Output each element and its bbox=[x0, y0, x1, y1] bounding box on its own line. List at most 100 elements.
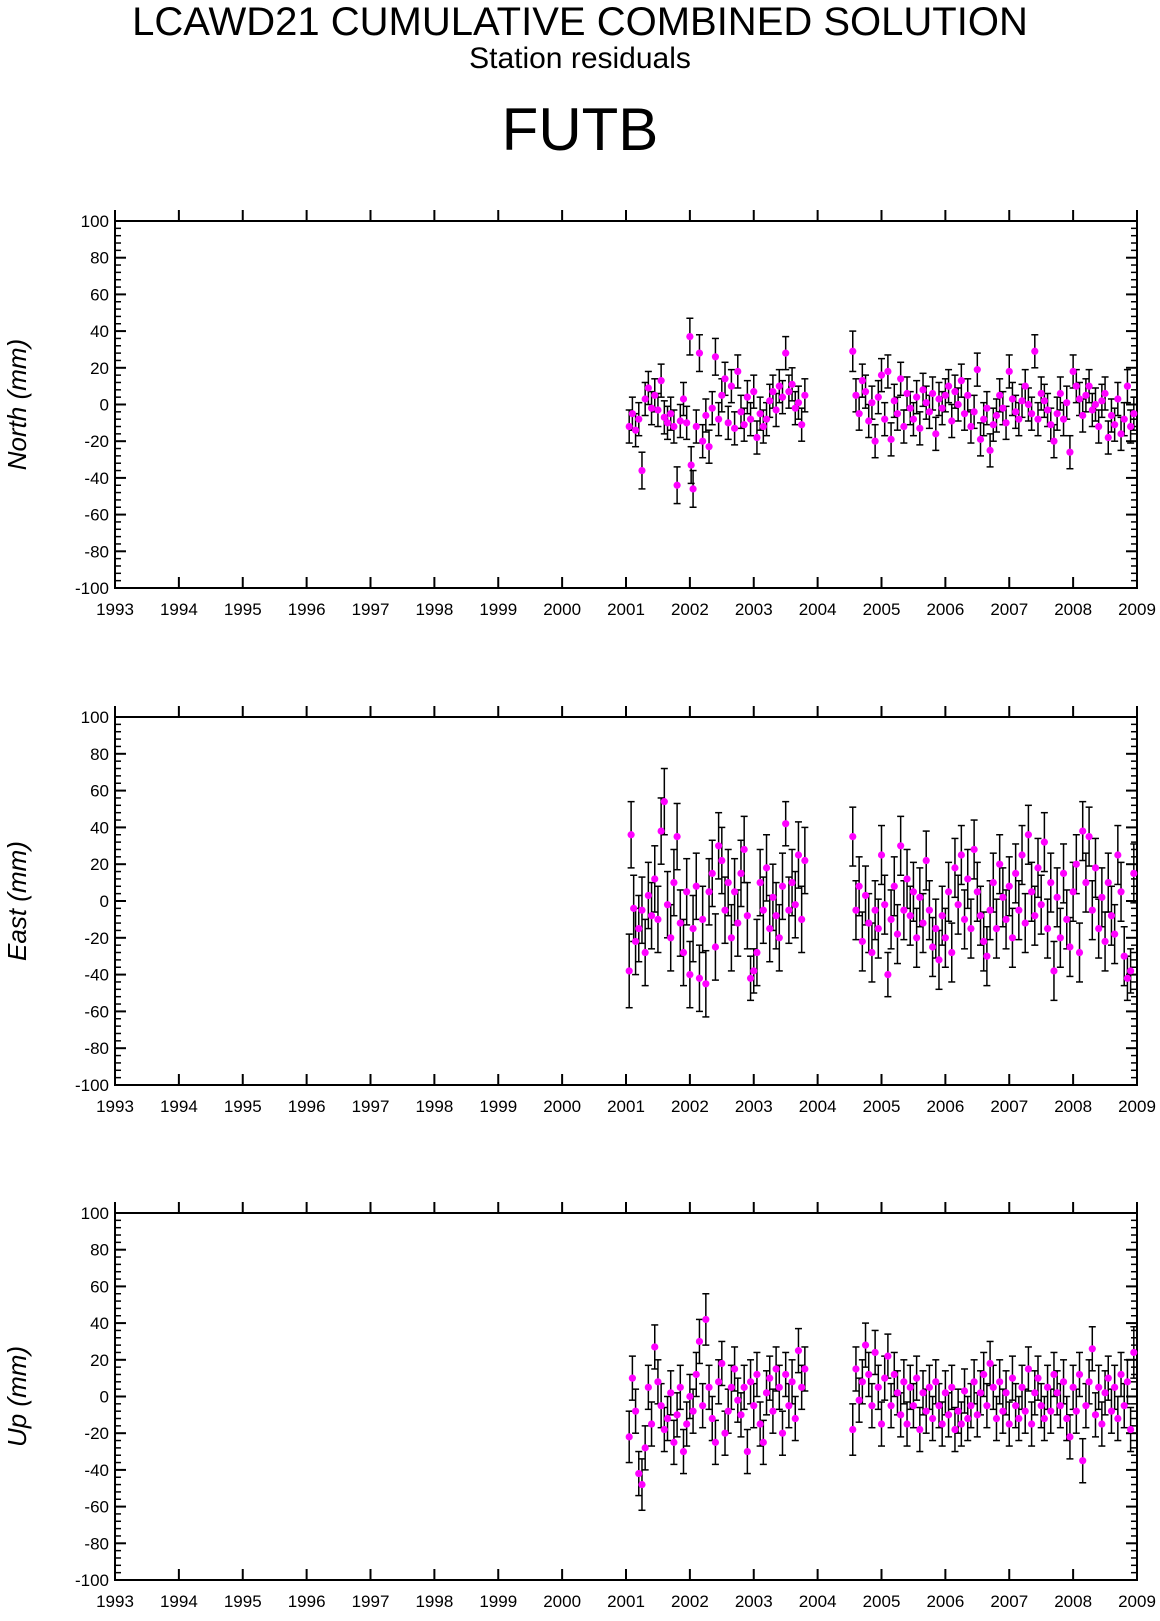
data-point bbox=[1008, 1374, 1017, 1382]
data-point bbox=[948, 417, 956, 425]
data-point bbox=[970, 408, 978, 416]
data-point bbox=[925, 906, 934, 914]
data-point bbox=[906, 404, 914, 412]
data-point bbox=[1056, 1402, 1064, 1410]
data-point bbox=[897, 1411, 905, 1419]
data-point bbox=[906, 1383, 914, 1391]
data-point bbox=[1053, 410, 1061, 418]
data-point bbox=[750, 967, 758, 975]
data-point bbox=[976, 912, 985, 920]
data-point bbox=[1127, 1425, 1135, 1434]
data-point bbox=[983, 952, 991, 960]
data-point bbox=[695, 1337, 704, 1346]
data-point bbox=[983, 404, 991, 412]
data-point bbox=[699, 915, 707, 924]
data-point bbox=[724, 419, 732, 427]
data-point bbox=[951, 864, 959, 872]
data-point bbox=[711, 353, 720, 361]
data-point bbox=[1069, 1383, 1077, 1391]
data-point bbox=[1095, 1383, 1103, 1391]
data-point bbox=[670, 879, 678, 887]
data-point bbox=[1056, 389, 1064, 398]
y-tick-label: 60 bbox=[90, 285, 109, 304]
data-point bbox=[935, 395, 943, 403]
data-point bbox=[1021, 382, 1029, 390]
data-point bbox=[1120, 952, 1128, 960]
data-point bbox=[654, 406, 662, 414]
data-point bbox=[750, 388, 758, 396]
data-point bbox=[1069, 888, 1077, 896]
x-tick-label: 2000 bbox=[543, 600, 581, 619]
data-point bbox=[1040, 1414, 1048, 1423]
data-point bbox=[948, 948, 956, 957]
data-point bbox=[798, 915, 806, 924]
data-point bbox=[852, 391, 860, 399]
station-name: FUTB bbox=[501, 96, 659, 163]
data-point bbox=[670, 422, 678, 431]
data-point bbox=[1005, 1420, 1013, 1428]
data-point bbox=[884, 1352, 892, 1360]
x-tick-label: 2000 bbox=[543, 1592, 581, 1611]
data-point bbox=[989, 1383, 997, 1391]
data-point bbox=[954, 400, 962, 409]
data-point bbox=[1130, 869, 1138, 878]
data-point bbox=[944, 382, 953, 390]
data-point bbox=[970, 1378, 978, 1386]
x-tick-label: 2003 bbox=[735, 1097, 773, 1116]
data-point bbox=[996, 391, 1004, 399]
data-point bbox=[727, 1383, 735, 1391]
x-tick-label: 1994 bbox=[160, 600, 198, 619]
data-point bbox=[1104, 1374, 1112, 1382]
data-point bbox=[868, 1402, 876, 1410]
data-point bbox=[708, 1414, 716, 1423]
data-point bbox=[900, 422, 908, 431]
data-point bbox=[743, 912, 751, 920]
data-point bbox=[683, 888, 691, 896]
data-point bbox=[925, 1383, 934, 1391]
data-point bbox=[976, 1389, 985, 1397]
y-tick-label: -20 bbox=[84, 1424, 109, 1443]
data-point bbox=[951, 1425, 959, 1434]
data-point bbox=[647, 404, 656, 412]
data-point bbox=[635, 415, 643, 423]
data-point bbox=[881, 415, 889, 423]
data-point bbox=[887, 1402, 895, 1410]
y-tick-label: 60 bbox=[90, 782, 109, 801]
data-point bbox=[1111, 421, 1119, 429]
data-point bbox=[721, 375, 729, 383]
data-point bbox=[1072, 1407, 1080, 1415]
x-tick-label: 1994 bbox=[160, 1592, 198, 1611]
data-point bbox=[954, 1407, 962, 1415]
data-point bbox=[1085, 382, 1093, 390]
data-point bbox=[673, 1411, 681, 1419]
data-point bbox=[1091, 400, 1100, 409]
x-tick-label: 1994 bbox=[160, 1097, 198, 1116]
data-point bbox=[679, 948, 688, 957]
data-point bbox=[759, 1438, 767, 1446]
data-point bbox=[941, 391, 949, 399]
data-point bbox=[916, 893, 924, 901]
data-point bbox=[651, 875, 659, 883]
data-point bbox=[734, 367, 742, 376]
data-point bbox=[775, 934, 783, 942]
data-point bbox=[986, 1359, 994, 1368]
y-tick-label: 20 bbox=[90, 359, 109, 378]
data-point bbox=[877, 1420, 886, 1428]
x-tick-label: 1998 bbox=[415, 1097, 453, 1116]
data-point bbox=[1123, 1378, 1132, 1386]
data-point bbox=[973, 888, 981, 896]
data-point bbox=[890, 1370, 898, 1379]
data-point bbox=[881, 1374, 889, 1382]
data-point bbox=[913, 393, 921, 401]
data-point bbox=[890, 882, 898, 890]
data-point bbox=[1079, 827, 1087, 835]
data-point bbox=[1101, 1389, 1109, 1397]
x-tick-label: 2001 bbox=[607, 1592, 645, 1611]
data-point bbox=[756, 1420, 764, 1428]
data-point bbox=[689, 485, 697, 493]
data-point bbox=[762, 864, 771, 872]
data-point bbox=[740, 421, 748, 429]
data-point bbox=[801, 391, 809, 399]
data-point bbox=[644, 1383, 652, 1391]
